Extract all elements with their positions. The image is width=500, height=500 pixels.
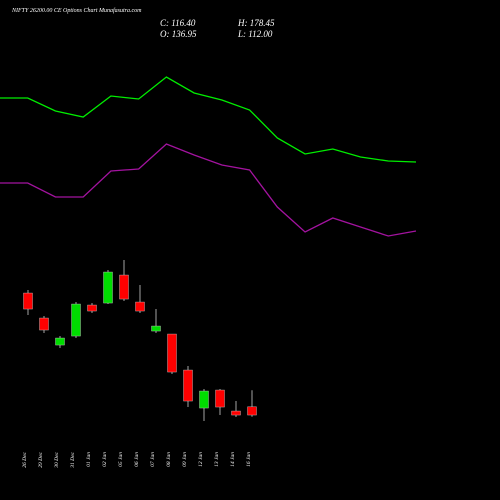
- x-tick-label: 06 Jan: [134, 452, 140, 467]
- x-tick-label: 07 Jan: [150, 452, 156, 467]
- candle-body: [231, 410, 241, 416]
- candle-body: [135, 301, 145, 312]
- candle-body: [183, 369, 193, 402]
- candle-body: [215, 389, 225, 408]
- candle-body: [167, 333, 177, 373]
- x-tick-label: 14 Jan: [229, 452, 236, 467]
- candle-body: [39, 317, 49, 331]
- chart-title: NIFTY 26200.00 CE Options Chart Munafasu…: [11, 7, 142, 14]
- x-tick-label: 16 Jan: [246, 452, 252, 467]
- stat-low: L: 112.00: [237, 29, 273, 39]
- indicator-line: [0, 143, 417, 237]
- x-tick-label: 02 Jan: [102, 452, 108, 467]
- x-tick-label: 30 Dec: [54, 451, 60, 468]
- candle-body: [151, 325, 161, 332]
- candle-body: [87, 304, 97, 312]
- candle-body: [119, 274, 129, 300]
- x-tick-label: 29 Dec: [38, 451, 44, 467]
- stat-open: O: 136.95: [160, 29, 197, 39]
- candle-body: [55, 337, 65, 346]
- stat-high: H: 178.45: [237, 18, 275, 28]
- x-tick-label: 08 Jan: [166, 452, 172, 467]
- stat-close: C: 116.40: [160, 18, 196, 28]
- x-tick-label: 13 Jan: [214, 452, 220, 467]
- indicator-line: [0, 76, 417, 163]
- x-tick-label: 31 Dec: [70, 451, 76, 468]
- candle-body: [23, 292, 33, 310]
- x-tick-label: 05 Jan: [118, 452, 124, 467]
- candle-body: [71, 303, 81, 337]
- candle-body: [247, 406, 257, 416]
- candle-body: [103, 271, 113, 304]
- x-tick-label: 12 Jan: [198, 452, 204, 467]
- x-tick-label: 01 Jan: [86, 452, 92, 467]
- candle-body: [199, 390, 209, 409]
- x-tick-label: 26 Dec: [22, 451, 28, 467]
- x-tick-label: 09 Jan: [182, 452, 188, 467]
